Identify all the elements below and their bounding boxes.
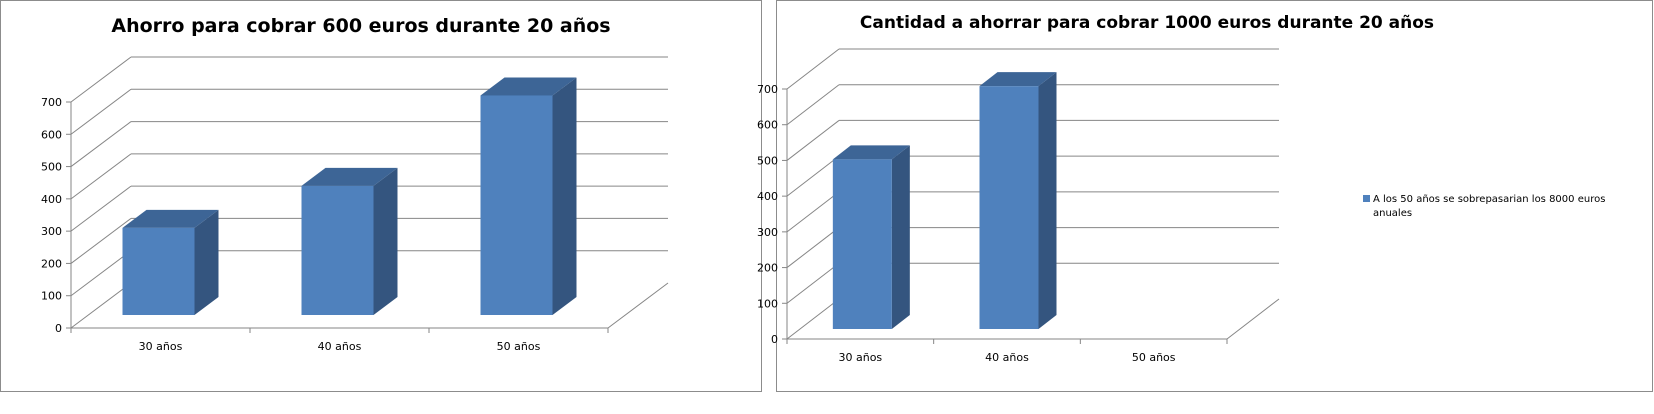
y-tick-label: 400	[757, 190, 778, 203]
bar-1	[979, 86, 1039, 330]
bar-2	[480, 95, 553, 315]
side-wall-line-0	[786, 298, 840, 340]
y-tick-label: 100	[757, 297, 778, 310]
x-tick-label: 40 años	[985, 351, 1029, 364]
y-tick-label: 200	[757, 262, 778, 275]
chart-right-title: Cantidad a ahorrar para cobrar 1000 euro…	[860, 13, 1434, 33]
bar-1	[301, 185, 374, 315]
x-tick-label: 50 años	[1132, 351, 1176, 364]
bar-top-1	[301, 167, 398, 186]
bar-top-2	[480, 77, 577, 96]
bar-side-1	[373, 167, 398, 315]
chart-right-plot: Cantidad a ahorrar para cobrar 1000 euro…	[757, 13, 1605, 364]
bar-top-0	[832, 145, 910, 160]
x-tick-label: 30 años	[139, 340, 183, 353]
side-wall-line-400	[786, 155, 840, 197]
y-tick-label: 700	[757, 83, 778, 96]
chart-left: Ahorro para cobrar 600 euros durante 20 …	[0, 0, 762, 392]
y-tick-label: 300	[757, 226, 778, 239]
bar-0	[122, 227, 195, 315]
y-tick-label: 0	[55, 322, 62, 335]
side-wall-line-500	[70, 121, 132, 167]
y-tick-label: 500	[757, 154, 778, 167]
bar-0	[832, 159, 892, 329]
y-tick-label: 0	[771, 333, 778, 346]
side-wall-line-200	[70, 218, 132, 264]
y-tick-label: 600	[757, 119, 778, 132]
x-tick-label: 30 años	[838, 351, 882, 364]
legend-entry-line-1: A los 50 años se sobrepasarian los 8000 …	[1373, 194, 1605, 205]
side-wall-line-600	[70, 88, 132, 135]
bar-side-0	[891, 145, 910, 329]
side-wall-line-300	[786, 191, 840, 233]
side-wall-line-100	[786, 262, 840, 304]
chart-left-title: Ahorro para cobrar 600 euros durante 20 …	[111, 15, 610, 37]
bar-top-1	[979, 72, 1057, 87]
y-tick-label: 300	[41, 225, 62, 238]
floor-right-edge	[607, 282, 669, 329]
y-tick-label: 200	[41, 257, 62, 270]
bar-side-1	[1038, 72, 1057, 330]
side-wall-line-100	[70, 250, 132, 297]
y-tick-label: 700	[41, 96, 62, 109]
x-tick-label: 40 años	[318, 340, 362, 353]
side-wall-line-300	[70, 185, 132, 232]
legend-swatch	[1363, 195, 1370, 202]
legend-entry-line-2: anuales	[1373, 208, 1412, 219]
side-wall-line-200	[786, 227, 840, 268]
x-tick-label: 50 años	[497, 340, 541, 353]
side-wall-line-0	[70, 282, 132, 329]
side-wall-line-400	[70, 153, 132, 200]
side-wall-line-600	[786, 84, 840, 126]
side-wall-line-700	[70, 56, 132, 103]
y-tick-label: 400	[41, 193, 62, 206]
bar-side-0	[194, 209, 219, 315]
y-tick-label: 500	[41, 161, 62, 174]
floor-right-edge	[1226, 298, 1280, 340]
bar-side-2	[552, 77, 577, 315]
chart-right: Cantidad a ahorrar para cobrar 1000 euro…	[757, 0, 1653, 392]
chart-left-plot: Ahorro para cobrar 600 euros durante 20 …	[41, 15, 669, 353]
y-tick-label: 600	[41, 128, 62, 141]
side-wall-line-500	[786, 120, 840, 161]
side-wall-line-700	[786, 48, 840, 90]
y-tick-label: 100	[41, 290, 62, 303]
bar-top-0	[122, 209, 219, 228]
